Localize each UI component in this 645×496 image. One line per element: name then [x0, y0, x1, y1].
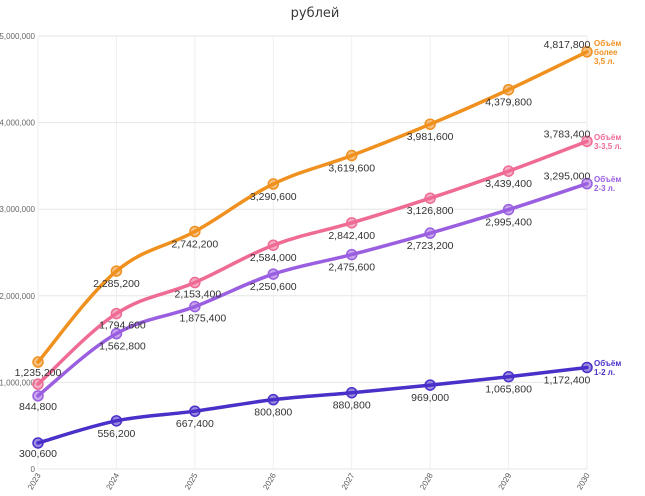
- data-point: [267, 178, 280, 190]
- x-tick-label: 2023: [26, 471, 43, 491]
- data-label: 2,153,400: [174, 289, 221, 301]
- data-point: [110, 327, 123, 340]
- y-tick-label: 1,000,000: [0, 378, 36, 387]
- data-label: 3,981,600: [407, 131, 454, 143]
- data-label: 3,290,600: [250, 191, 297, 203]
- data-label: 667,400: [176, 418, 214, 430]
- x-tick-label: 2025: [183, 471, 200, 491]
- data-label: 2,475,600: [328, 262, 375, 274]
- data-label: 3,439,400: [485, 178, 532, 190]
- chart-title: рублей: [291, 6, 340, 21]
- legend-label: более: [594, 48, 618, 57]
- data-label: 2,584,000: [250, 252, 297, 264]
- x-tick-label: 2030: [575, 471, 592, 491]
- x-tick-label: 2027: [340, 471, 357, 491]
- data-label: 3,783,400: [544, 128, 591, 140]
- legend-label: 2-3 л.: [594, 184, 615, 193]
- data-label: 2,723,200: [407, 240, 454, 252]
- data-point: [267, 239, 280, 251]
- data-label: 880,800: [333, 400, 371, 412]
- data-point: [267, 268, 280, 280]
- data-point: [581, 46, 593, 58]
- legend-label: 1-2 л.: [594, 368, 615, 377]
- data-label: 4,817,800: [544, 39, 591, 51]
- legend-label: 3-3,5 л.: [594, 142, 622, 151]
- legend-label: 3,5 л.: [594, 57, 615, 66]
- y-tick-label: 0: [31, 465, 36, 474]
- data-label: 1,172,400: [544, 374, 591, 386]
- data-label: 969,000: [411, 392, 449, 404]
- data-point: [32, 437, 44, 449]
- data-point: [424, 118, 436, 130]
- data-point: [32, 356, 44, 368]
- data-labels: 1,235,200 2,285,200 2,742,200 3,290,600 3,61…: [15, 39, 591, 460]
- legend-label: Объём: [594, 39, 621, 48]
- data-label: 1,562,800: [99, 341, 146, 353]
- data-point: [267, 393, 280, 406]
- legend-label: Объём: [594, 133, 621, 142]
- data-label: 2,842,400: [328, 230, 375, 242]
- data-point: [581, 135, 593, 148]
- data-point: [345, 217, 358, 229]
- data-label: 3,295,000: [544, 171, 591, 183]
- data-point: [345, 248, 358, 261]
- data-point: [110, 265, 123, 277]
- data-point: [502, 203, 515, 216]
- data-label: 2,285,200: [93, 278, 140, 290]
- data-point: [581, 177, 593, 190]
- data-point: [581, 361, 593, 374]
- data-label: 1,875,400: [179, 313, 226, 325]
- data-point: [502, 370, 515, 383]
- data-point: [189, 405, 201, 417]
- legend-label: Объём: [594, 175, 621, 184]
- data-point: [189, 300, 201, 313]
- data-label: 300,600: [19, 448, 57, 460]
- data-point: [424, 379, 436, 391]
- data-label: 800,800: [254, 407, 292, 419]
- data-point: [345, 386, 358, 399]
- data-label: 2,250,600: [250, 281, 297, 293]
- data-point: [32, 378, 44, 390]
- data-point: [345, 149, 358, 162]
- y-tick-label: 5,000,000: [0, 32, 36, 41]
- data-label: 2,742,200: [171, 239, 218, 251]
- data-point: [424, 192, 436, 204]
- y-axis: 0 1,000,000 2,000,000 3,000,000 4,000,000 5,0…: [0, 32, 36, 474]
- y-tick-label: 2,000,000: [0, 292, 36, 301]
- data-label: 1,794,600: [99, 320, 146, 332]
- x-axis: 2023 2024 2025 2026 2027 2028 2029 2030: [26, 471, 592, 491]
- series-points: [32, 46, 593, 449]
- x-tick-label: 2024: [104, 471, 121, 491]
- x-tick-label: 2026: [261, 471, 278, 491]
- data-label: 556,200: [97, 428, 135, 440]
- data-label: 4,379,800: [485, 97, 532, 109]
- x-tick-label: 2028: [418, 471, 435, 491]
- data-point: [502, 165, 515, 177]
- data-point: [110, 307, 123, 320]
- grid: [37, 35, 588, 470]
- y-tick-label: 4,000,000: [0, 119, 36, 128]
- data-point: [189, 276, 201, 289]
- data-label: 3,126,800: [407, 205, 454, 217]
- y-tick-label: 3,000,000: [0, 205, 36, 214]
- data-point: [189, 225, 201, 238]
- data-point: [32, 390, 44, 402]
- x-tick-label: 2029: [497, 471, 514, 491]
- data-point: [110, 415, 123, 427]
- data-label: 3,619,600: [328, 163, 375, 175]
- data-label: 1,235,200: [15, 367, 62, 379]
- data-point: [502, 83, 515, 96]
- data-label: 844,800: [19, 401, 57, 413]
- data-label: 1,065,800: [485, 384, 532, 396]
- data-point: [424, 227, 436, 239]
- legend-label: Объём: [594, 359, 621, 368]
- data-label: 2,995,400: [485, 217, 532, 229]
